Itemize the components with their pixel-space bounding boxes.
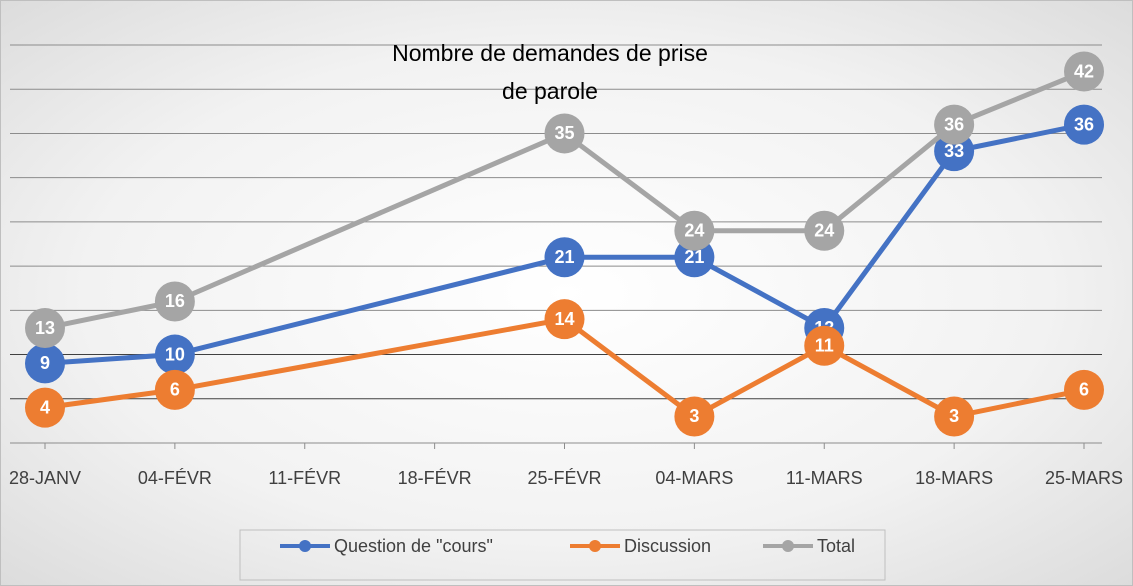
data-label: 35	[554, 123, 574, 143]
x-tick-label: 11-MARS	[786, 468, 863, 488]
chart-title: Nombre de demandes de prise de parole	[392, 40, 708, 104]
point	[154, 369, 195, 410]
x-tick-label: 18-MARS	[915, 468, 993, 488]
data-label: 24	[814, 220, 834, 240]
point	[674, 396, 715, 437]
x-tick-label: 28-JANV	[9, 468, 81, 488]
point	[804, 325, 845, 366]
data-label: 13	[35, 318, 55, 338]
legend-label: Discussion	[624, 536, 711, 556]
data-label: 11	[815, 335, 834, 355]
data-label: 42	[1074, 61, 1094, 81]
data-label: 9	[40, 353, 50, 373]
data-label: 16	[165, 291, 185, 311]
point	[154, 281, 195, 322]
x-tick-label: 04-MARS	[655, 468, 733, 488]
data-label: 36	[944, 114, 964, 134]
point	[934, 396, 975, 437]
point	[544, 237, 585, 278]
data-label: 24	[684, 220, 704, 240]
point	[544, 113, 585, 154]
data-label: 6	[1079, 380, 1089, 400]
point	[25, 308, 65, 349]
point	[25, 387, 65, 428]
point	[674, 210, 715, 251]
data-label: 3	[689, 406, 699, 426]
data-label: 4	[40, 397, 50, 417]
legend-label: Total	[817, 536, 855, 556]
x-tick-label: 25-FÉVR	[527, 468, 601, 488]
point	[1064, 369, 1104, 410]
x-tick-label: 04-FÉVR	[138, 468, 212, 488]
point	[1064, 104, 1104, 145]
point	[25, 343, 65, 384]
data-label: 14	[554, 309, 574, 329]
data-label: 36	[1074, 114, 1094, 134]
legend-marker	[782, 540, 794, 552]
x-tick-label: 18-FÉVR	[398, 468, 472, 488]
data-label: 21	[684, 247, 704, 267]
data-label: 6	[170, 380, 180, 400]
x-tick-label: 25-MARS	[1045, 468, 1123, 488]
point	[154, 334, 195, 375]
data-label: 33	[944, 141, 964, 161]
x-tick-label: 11-FÉVR	[268, 468, 341, 488]
legend-marker	[589, 540, 601, 552]
legend-label: Question de "cours"	[334, 536, 493, 556]
point	[544, 299, 585, 340]
legend-box	[239, 529, 886, 581]
point	[1064, 51, 1104, 92]
point	[934, 104, 975, 145]
data-label: 10	[165, 344, 185, 364]
data-label: 21	[554, 247, 574, 267]
data-label: 3	[949, 406, 959, 426]
series-line	[44, 69, 1085, 331]
legend-marker	[299, 540, 311, 552]
point	[804, 210, 845, 251]
